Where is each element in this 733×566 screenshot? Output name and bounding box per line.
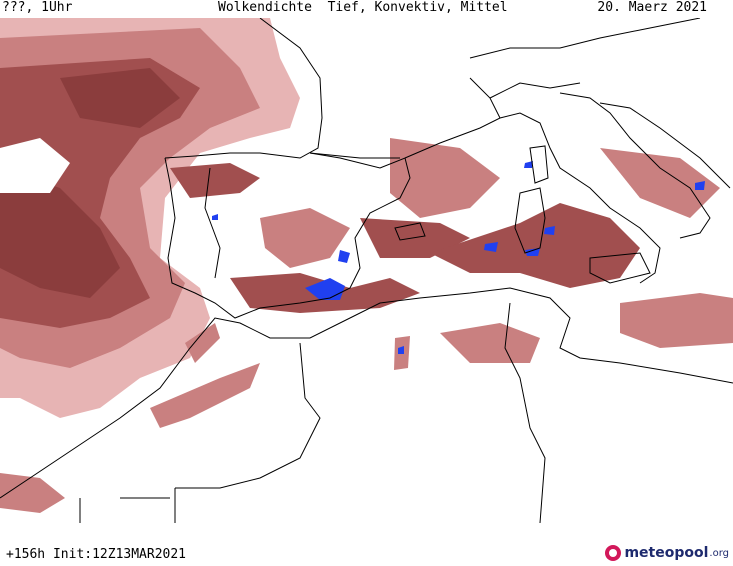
island-sardinia xyxy=(514,187,546,254)
header-run-time: ???, 1Uhr xyxy=(2,0,73,15)
coastline-gulf-of-lion xyxy=(404,112,661,284)
meteopool-logo-icon xyxy=(605,545,622,561)
map-title: Wolkendichte Tief, Konvektiv, Mittel xyxy=(218,0,508,15)
cloud-region-atlantic-darkest xyxy=(0,168,120,298)
meteopool-logo[interactable]: meteopool .org xyxy=(605,544,729,562)
convective-cell-6 xyxy=(524,161,533,168)
convective-cell-9 xyxy=(398,346,404,354)
convective-cell-4 xyxy=(525,248,540,256)
cloud-patch-morocco-1 xyxy=(150,363,260,428)
model-run-info: +156h Init:12Z13MAR2021 xyxy=(6,547,187,562)
border-alps xyxy=(469,18,701,59)
cloud-patch-algeria xyxy=(440,323,540,363)
island-corsica xyxy=(529,145,549,184)
cloud-patch-morocco-2 xyxy=(185,323,220,363)
cloud-patch-pyrenees xyxy=(390,138,500,218)
convective-cell-2 xyxy=(338,250,350,263)
cloud-band-ionian xyxy=(620,293,733,348)
border-spain-portugal xyxy=(204,167,221,279)
cloud-region-atlantic-band xyxy=(60,68,180,128)
cloud-patch-canaries xyxy=(0,473,65,513)
coastline-north-africa xyxy=(0,287,733,499)
island-mallorca xyxy=(394,222,426,241)
border-france-italy xyxy=(469,77,501,119)
cloud-gap-1 xyxy=(0,138,70,193)
coastline-iberia xyxy=(164,152,411,319)
convective-cell-1 xyxy=(305,278,345,300)
coastline-balkans xyxy=(599,102,731,189)
coastline-france xyxy=(164,18,323,159)
cloud-patch-iberia-central xyxy=(260,208,350,268)
header-date: 20. Maerz 2021 xyxy=(597,0,707,15)
convective-cell-8 xyxy=(212,214,218,220)
island-sicily xyxy=(589,252,651,284)
border-algeria-tunisia xyxy=(504,302,546,524)
cloud-density-map xyxy=(0,18,733,524)
border-morocco-algeria xyxy=(175,342,321,489)
convective-cell-5 xyxy=(544,226,555,235)
border-france-spain xyxy=(309,152,400,159)
coastlines-and-borders xyxy=(0,18,733,524)
cloud-patch-iberia-north xyxy=(170,163,260,198)
convective-cells xyxy=(212,161,705,354)
convective-cell-3 xyxy=(484,242,498,252)
cloud-band-tyrrhenian xyxy=(600,148,720,218)
logo-name: meteopool xyxy=(624,545,709,561)
convective-cell-7 xyxy=(695,181,705,190)
logo-tld: .org xyxy=(709,547,729,559)
border-italy-switzerland xyxy=(489,82,581,99)
cloud-layer xyxy=(0,18,733,513)
coastline-italy-adriatic xyxy=(559,92,711,239)
border-sahara xyxy=(79,488,176,523)
cloud-band-mediterranean xyxy=(430,203,640,288)
